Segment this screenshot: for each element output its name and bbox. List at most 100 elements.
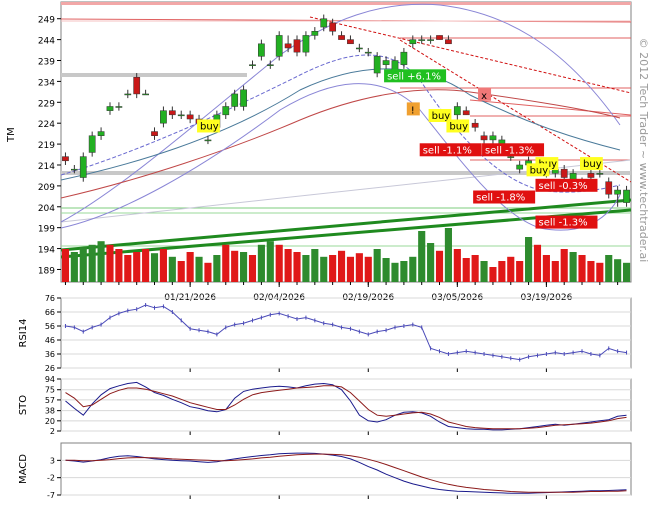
y-tick-label: 57 (45, 396, 55, 405)
volume-bar (409, 256, 417, 282)
y-tick-label: 38 (45, 407, 55, 416)
volume-bar (302, 255, 310, 282)
candle-body (338, 35, 345, 40)
candle-body (418, 39, 426, 41)
volume-bar (115, 249, 123, 282)
candle-body (347, 39, 354, 45)
volume-bar (622, 262, 631, 282)
signal-badge (446, 119, 470, 133)
volume-bar (614, 259, 622, 282)
signal-label: sell -1.3% (538, 218, 587, 229)
y-tick-label: -7 (47, 491, 55, 500)
volume-bar (551, 261, 559, 282)
volume-bar (293, 252, 301, 282)
y-tick-label: 239 (38, 58, 55, 68)
volume-bar (337, 250, 346, 282)
macd-series (65, 452, 627, 494)
candle-body (364, 51, 372, 54)
candle-body (249, 64, 256, 66)
candle-body (222, 106, 230, 116)
volume-bar (150, 253, 159, 282)
candle-body (266, 64, 274, 66)
support-bar-235 (61, 73, 247, 77)
y-tick-label: 2 (50, 427, 55, 436)
volume-bar (266, 241, 274, 282)
volume-bar (480, 261, 488, 282)
signal-badge (428, 109, 452, 123)
rsi-y-axis: 26 36 46 56 66 76 (45, 294, 631, 373)
resistance-slope (469, 99, 631, 116)
sto-d-line (65, 385, 627, 430)
candle-body (142, 93, 149, 96)
y-tick-label: 46 (45, 336, 55, 345)
main-panel-frame (60, 1, 632, 283)
signal-label: sell -0.3% (538, 181, 587, 192)
volume-bar (106, 244, 114, 282)
candle-body (471, 122, 479, 128)
candle-body (605, 181, 613, 195)
main-y-axis: 189 194 199 204 209 214 219 224 229 234 239 244 249 (38, 16, 61, 276)
signal-badge (482, 143, 545, 157)
signal-badge (580, 157, 603, 171)
candle-body (97, 131, 105, 136)
y-tick-label: 75 (45, 386, 55, 395)
candle-body (186, 114, 194, 120)
volume-bar (61, 249, 70, 282)
candle-body (284, 43, 292, 49)
y-tick-label: 36 (45, 350, 55, 359)
y-tick-label: 194 (38, 246, 55, 256)
candle-body (88, 135, 96, 153)
signal-badge (535, 215, 598, 229)
volume-bar (516, 261, 524, 282)
macd-panel-frame (60, 442, 632, 496)
macd-signal-line (65, 453, 627, 493)
candle-body (462, 110, 470, 116)
volume-bar (231, 250, 239, 282)
candle-body (355, 47, 363, 50)
volume-bar (275, 244, 283, 282)
candle-body (409, 39, 417, 45)
volume-bar (578, 255, 586, 282)
candle-body (231, 93, 239, 107)
y-tick-label: 56 (45, 322, 55, 331)
candle-body (115, 106, 123, 108)
candle-body (623, 189, 630, 203)
volume-bar (329, 255, 337, 282)
volume-bar (88, 244, 96, 282)
resistance-band-top (61, 2, 631, 5)
volume-bar (195, 256, 203, 282)
signal-label: buy (583, 159, 602, 170)
volume-bar (373, 249, 381, 282)
candle-body (320, 18, 328, 28)
candle-body (507, 156, 515, 158)
sto-label: STO (18, 395, 29, 415)
y-tick-label: 3 (50, 456, 55, 465)
candles (62, 14, 630, 207)
volume-bar (320, 256, 328, 282)
candle-body (106, 106, 114, 111)
y-tick-label: 219 (38, 141, 55, 151)
volume-bar (569, 252, 577, 282)
volume-bar (435, 250, 444, 282)
candle-body (177, 114, 185, 117)
support-bar-211 (61, 171, 631, 175)
candle-body (151, 131, 158, 136)
candle-body (311, 31, 319, 36)
candle-body (400, 51, 408, 65)
volume-bar (462, 258, 470, 282)
volume-bar (70, 252, 78, 282)
volume-bars (61, 228, 631, 282)
volume-bar (444, 228, 452, 282)
volume-bar (79, 247, 87, 282)
uptrend-line-upper (61, 198, 631, 252)
candle-body (293, 39, 301, 53)
volume-bar (498, 261, 506, 282)
y-tick-label: 26 (45, 364, 55, 373)
signal-label: sell +6.1% (387, 71, 441, 82)
ticker-label: TM (6, 127, 17, 143)
signal-label: buy (449, 121, 468, 132)
volume-bar (204, 262, 212, 282)
candle-body (275, 35, 283, 57)
volume-bar (142, 249, 150, 282)
